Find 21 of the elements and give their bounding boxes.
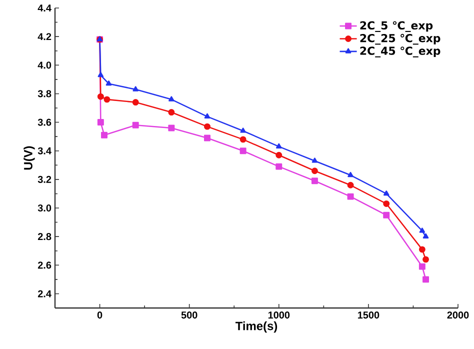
x-tick-label: 1500 [358,312,380,319]
y-tick-label: 4.2 [38,33,52,40]
y-axis-title: U(V) [24,146,35,170]
y-tick-label: 3.2 [38,176,52,183]
legend-label: 2C_25 ℃_exp [360,34,440,45]
y-tick-label: 3.6 [38,118,52,126]
y-tick-label: 4.0 [38,62,52,69]
y-tick-label: 4.4 [38,4,52,12]
y-tick-label: 3.0 [38,204,52,212]
y-tick-label: 2.8 [38,233,52,240]
legend-label: 2C_45 ℃_exp [360,46,440,58]
y-tick-label: 3.4 [38,147,52,154]
x-tick-label: 2000 [447,312,469,319]
legend-label: 2C_5 ℃_exp [360,21,433,32]
x-tick-label: 0 [97,312,102,319]
y-tick-label: 2.4 [38,290,52,298]
y-tick-label: 3.8 [38,90,52,98]
x-axis-title: Time(s) [235,321,278,333]
x-tick-label: 500 [181,312,198,319]
x-tick-label: 1000 [268,312,290,319]
y-tick-label: 2.6 [38,262,52,269]
